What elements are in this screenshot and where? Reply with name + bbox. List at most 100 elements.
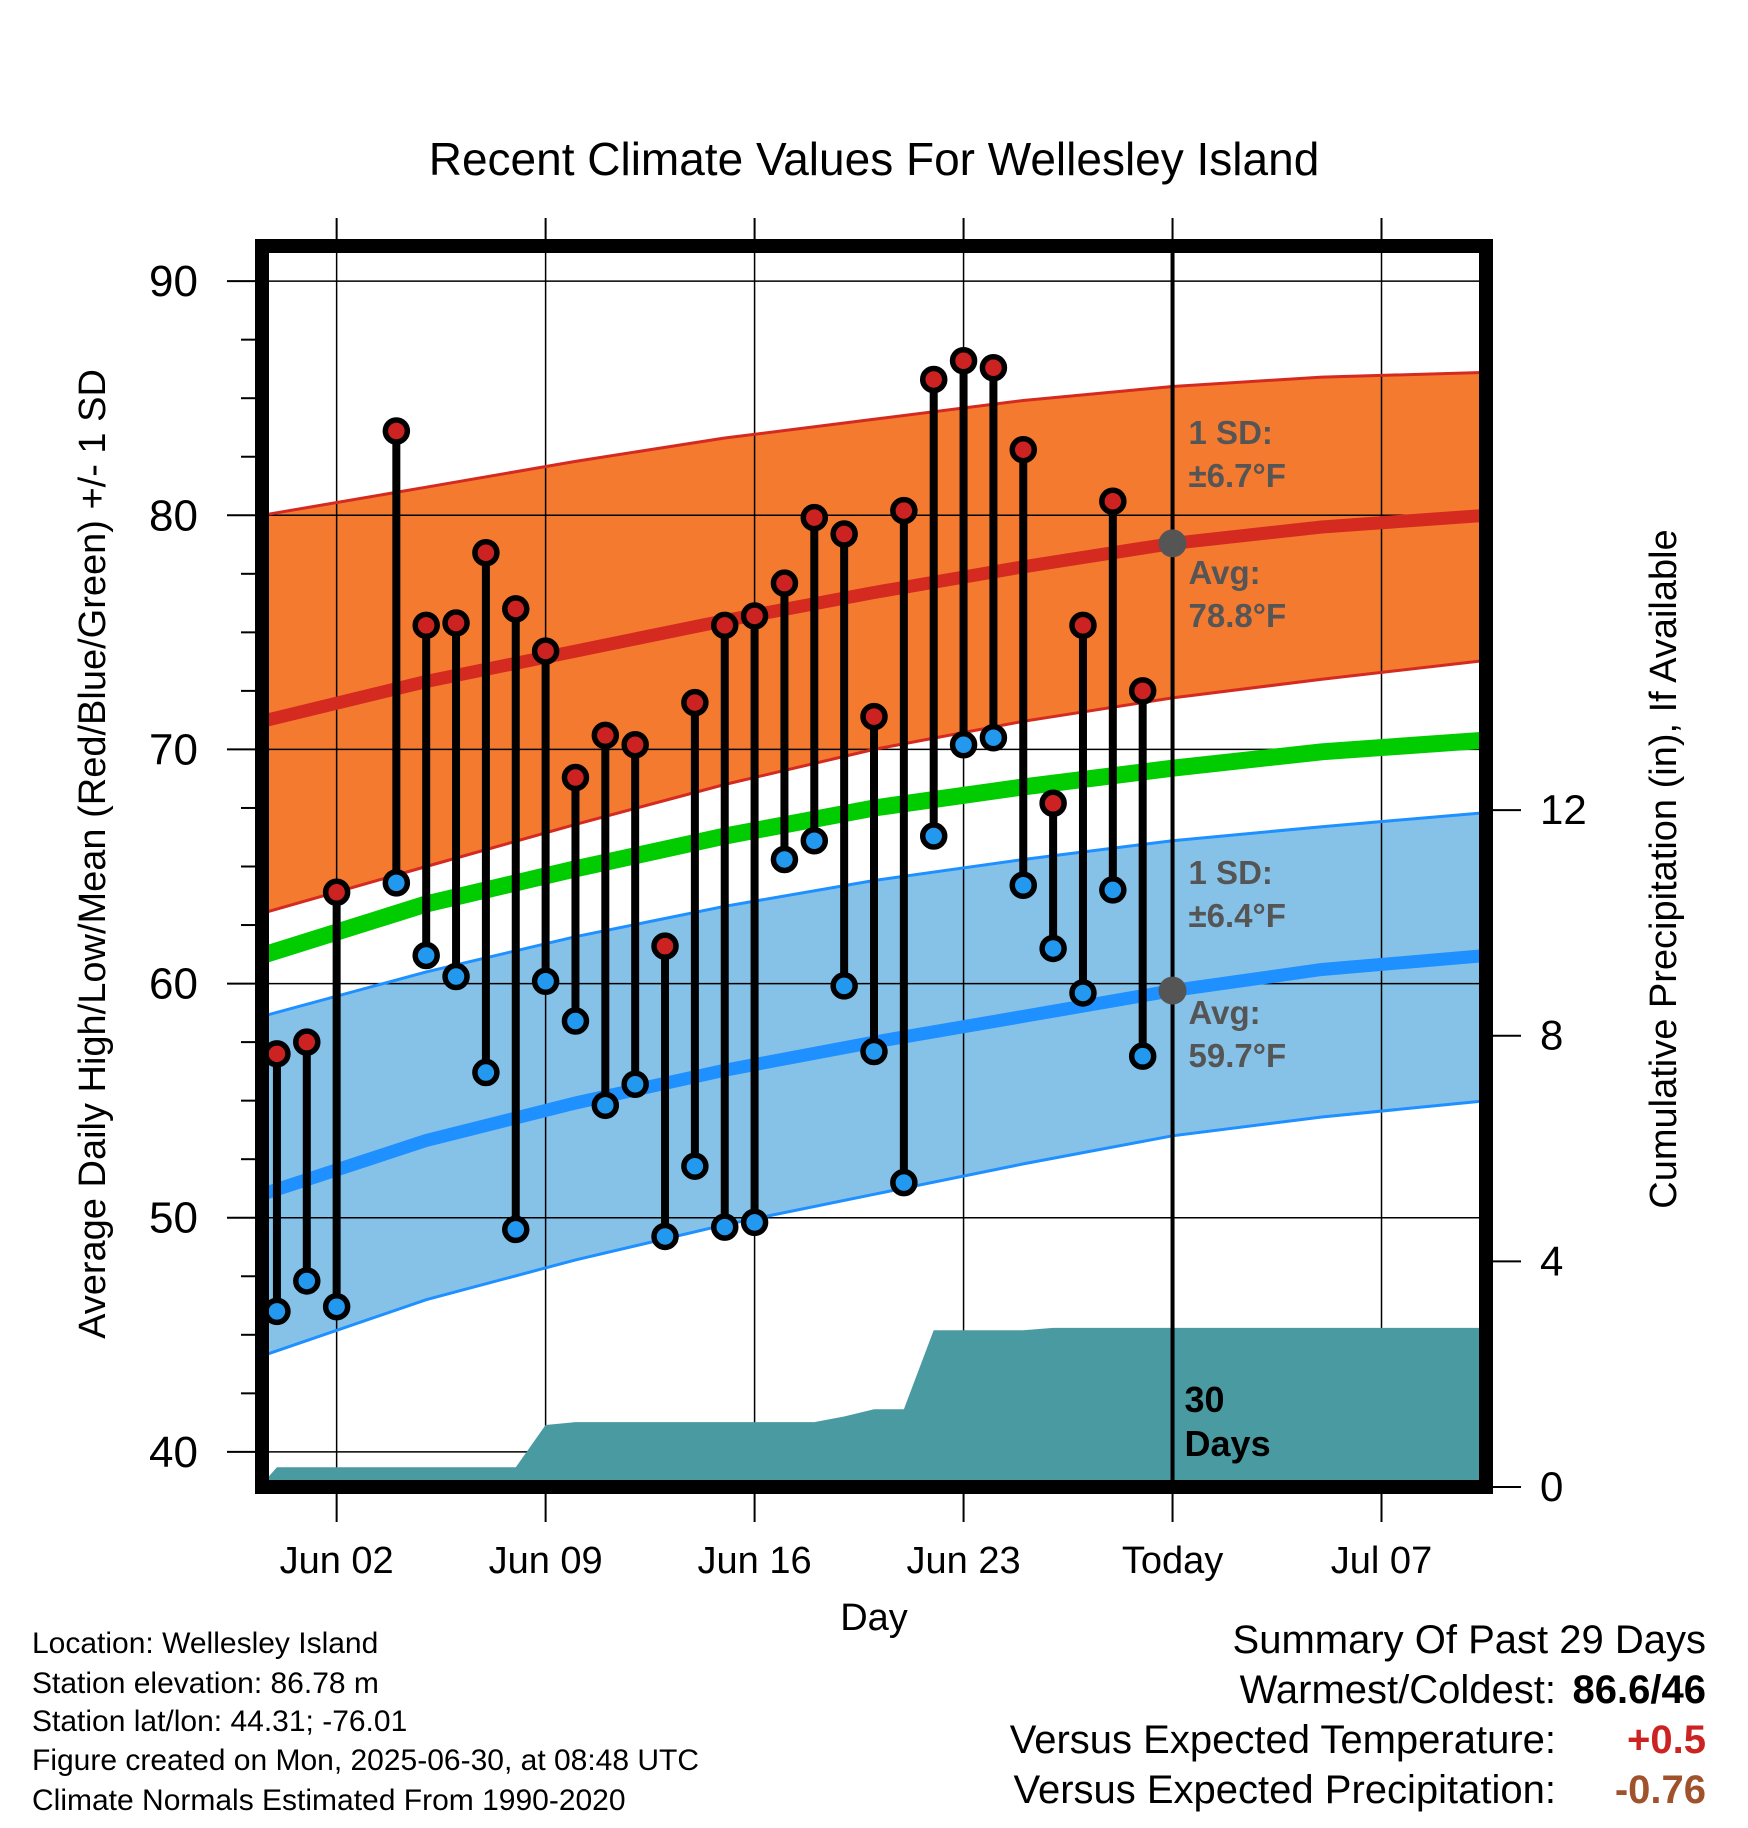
- high-point: [1009, 435, 1038, 464]
- high-point: [412, 611, 440, 640]
- low-point: [830, 972, 858, 1000]
- low-point: [710, 1213, 739, 1241]
- normal-high-line: [260, 508, 1487, 728]
- today-high-avg-dot: [1158, 529, 1187, 558]
- high-point: [1128, 677, 1157, 705]
- x-axis-title: Day: [840, 1597, 908, 1639]
- low-avg-label: Avg:: [1189, 994, 1261, 1031]
- low-point: [1099, 876, 1127, 904]
- low-point: [531, 967, 560, 995]
- low-avg-value: 59.7°F: [1189, 1037, 1287, 1074]
- low-point: [412, 941, 440, 970]
- high-point: [949, 346, 978, 375]
- high-point: [502, 595, 530, 623]
- precipitation-area: [262, 1327, 1486, 1487]
- today-marker: [1158, 246, 1187, 1487]
- daily-range-bars: [263, 346, 1157, 1326]
- axes: 40 50 60 70 80 90 0 4 8 12 Jun 02 Jun 09 Jun 16 Jun 2…: [72, 133, 1685, 1639]
- y2-tick-label: 4: [1540, 1237, 1563, 1284]
- high-point: [561, 763, 590, 792]
- low-point: [681, 1152, 709, 1180]
- low-point: [919, 822, 948, 850]
- y2-tick-label: 8: [1540, 1012, 1563, 1059]
- low-point: [621, 1070, 649, 1099]
- high-point: [531, 637, 560, 665]
- high-point: [293, 1028, 321, 1056]
- low-point: [1039, 934, 1067, 963]
- precip-value: -0.76: [1614, 1768, 1706, 1812]
- y2-tick-label: 0: [1540, 1463, 1563, 1510]
- high-point: [919, 365, 948, 394]
- high-point: [681, 688, 709, 717]
- normals-text: Climate Normals Estimated From 1990-2020: [32, 1784, 626, 1817]
- x-tick-label: Today: [1122, 1540, 1223, 1582]
- y2-tick-label: 12: [1540, 786, 1587, 833]
- high-point: [710, 611, 739, 640]
- high-point: [1069, 611, 1097, 640]
- warm-cold-value: 86.6/46: [1572, 1668, 1706, 1712]
- low-sd-band: [262, 812, 1486, 1356]
- high-point: [890, 496, 918, 525]
- high-point: [830, 520, 858, 548]
- y-axis-title: Average Daily High/Low/Mean (Red/Blue/Gr…: [72, 369, 114, 1339]
- elevation-text: Station elevation: 86.78 m: [32, 1667, 379, 1700]
- high-sd-label: 1 SD:: [1189, 414, 1273, 451]
- y-tick-label: 60: [149, 960, 198, 1009]
- high-point: [1039, 789, 1067, 818]
- precip-label: Versus Expected Precipitation:: [1013, 1768, 1556, 1812]
- created-text: Figure created on Mon, 2025-06-30, at 08…: [32, 1744, 700, 1777]
- low-point: [263, 1297, 291, 1326]
- low-point: [860, 1037, 888, 1066]
- high-point: [322, 878, 351, 907]
- low-lower-edge: [261, 1099, 1487, 1358]
- today-days-number: 30: [1185, 1379, 1225, 1420]
- low-point: [949, 730, 978, 759]
- high-point: [591, 721, 620, 750]
- latlon-text: Station lat/lon: 44.31; -76.01: [32, 1705, 408, 1738]
- temp-label: Versus Expected Temperature:: [1009, 1718, 1556, 1762]
- high-point: [860, 702, 888, 731]
- low-point: [740, 1208, 769, 1237]
- low-point: [800, 826, 829, 855]
- low-point: [890, 1168, 918, 1197]
- y-tick-label: 80: [149, 491, 198, 540]
- high-point: [621, 730, 649, 759]
- high-point: [770, 569, 799, 597]
- high-avg-value: 78.8°F: [1189, 597, 1287, 634]
- today-low-avg-dot: [1158, 976, 1187, 1005]
- high-point: [382, 417, 411, 445]
- low-point: [1128, 1042, 1157, 1070]
- summary-warm-cold-row: Warmest/Coldest: 86.6/46: [1240, 1668, 1706, 1713]
- high-point: [651, 932, 679, 960]
- chart-title: Recent Climate Values For Wellesley Isla…: [429, 133, 1320, 185]
- y-tick-label: 90: [149, 257, 198, 306]
- x-tick-label: Jul 07: [1331, 1540, 1432, 1582]
- high-point: [1099, 487, 1127, 515]
- high-point: [263, 1040, 291, 1068]
- high-sd-value: ±6.7°F: [1189, 457, 1286, 494]
- low-sd-value: ±6.4°F: [1189, 897, 1286, 934]
- low-point: [979, 723, 1008, 752]
- summary-title: Summary Of Past 29 Days: [1232, 1618, 1706, 1662]
- high-point: [472, 538, 500, 567]
- today-days-label: Days: [1185, 1423, 1271, 1464]
- summary-temp-row: Versus Expected Temperature: +0.5: [1010, 1718, 1706, 1763]
- summary-precip-row: Versus Expected Precipitation: -0.76: [1013, 1768, 1706, 1813]
- y-tick-label: 70: [149, 725, 198, 774]
- low-point: [293, 1267, 321, 1295]
- low-point: [442, 962, 470, 991]
- low-point: [322, 1292, 351, 1321]
- y-tick-label: 50: [149, 1194, 198, 1243]
- high-point: [740, 602, 769, 630]
- low-point: [502, 1215, 530, 1244]
- y-tick-label: 40: [149, 1428, 198, 1477]
- y2-axis-title: Cumulative Precipitation (in), If Availa…: [1643, 529, 1685, 1208]
- temp-value: +0.5: [1627, 1718, 1706, 1762]
- low-point: [770, 845, 799, 874]
- annotations: 1 SD: ±6.7°F Avg: 78.8°F 1 SD: ±6.4°F Avg: 59.7…: [1185, 414, 1287, 1464]
- low-point: [1069, 979, 1097, 1007]
- low-point: [472, 1058, 500, 1087]
- low-point: [651, 1222, 679, 1251]
- high-point: [979, 354, 1008, 382]
- plot-frame: [255, 239, 1493, 1494]
